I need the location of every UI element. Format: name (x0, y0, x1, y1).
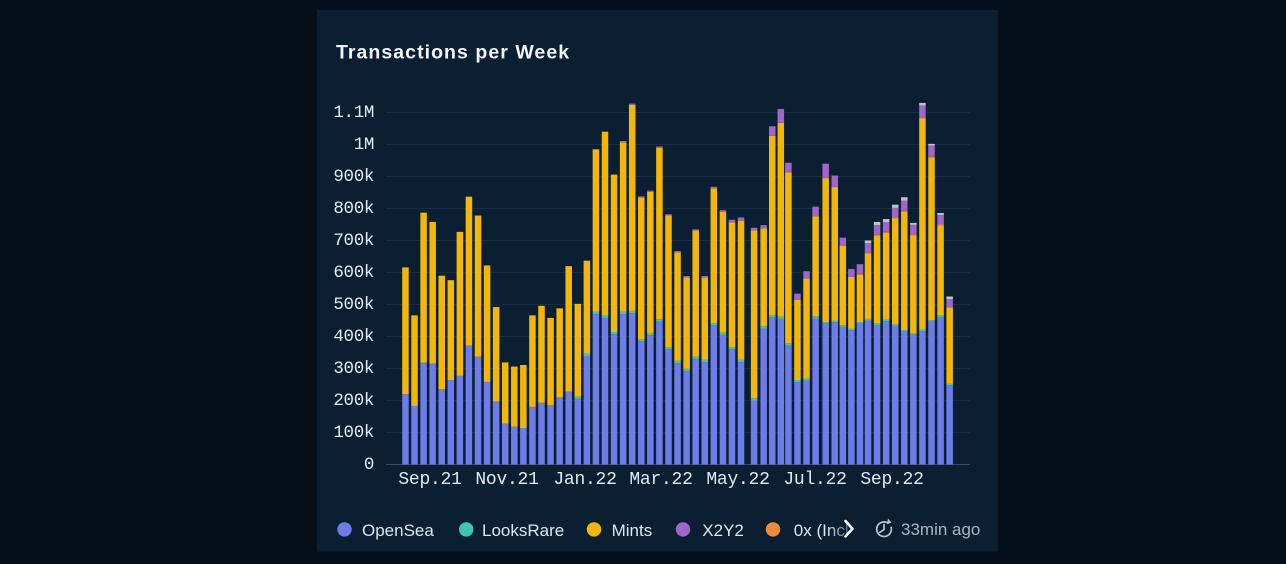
svg-text:OpenSea: OpenSea (362, 521, 434, 540)
svg-text:1.1M: 1.1M (333, 103, 374, 123)
svg-text:Nov.21: Nov.21 (475, 470, 538, 490)
svg-text:LooksRare: LooksRare (482, 521, 564, 540)
svg-text:Transactions per Week: Transactions per Week (336, 42, 570, 64)
svg-text:900k: 900k (333, 167, 374, 187)
svg-text:May.22: May.22 (706, 470, 769, 490)
svg-text:200k: 200k (333, 391, 374, 411)
svg-text:1M: 1M (354, 135, 374, 155)
svg-text:600k: 600k (333, 263, 374, 283)
svg-text:Sep.21: Sep.21 (398, 470, 461, 490)
svg-text:0: 0 (364, 455, 374, 475)
svg-text:Sep.22: Sep.22 (860, 470, 923, 490)
svg-text:Jul.22: Jul.22 (783, 470, 846, 490)
svg-text:500k: 500k (333, 295, 374, 315)
svg-text:Mar.22: Mar.22 (629, 470, 692, 490)
svg-text:300k: 300k (333, 359, 374, 379)
svg-text:700k: 700k (333, 231, 374, 251)
svg-text:400k: 400k (333, 327, 374, 347)
svg-text:800k: 800k (333, 199, 374, 219)
svg-text:Mints: Mints (612, 521, 653, 540)
svg-text:X2Y2: X2Y2 (702, 521, 744, 540)
svg-text:100k: 100k (333, 423, 374, 443)
svg-text:33min ago: 33min ago (901, 520, 980, 539)
svg-text:Jan.22: Jan.22 (553, 470, 616, 490)
